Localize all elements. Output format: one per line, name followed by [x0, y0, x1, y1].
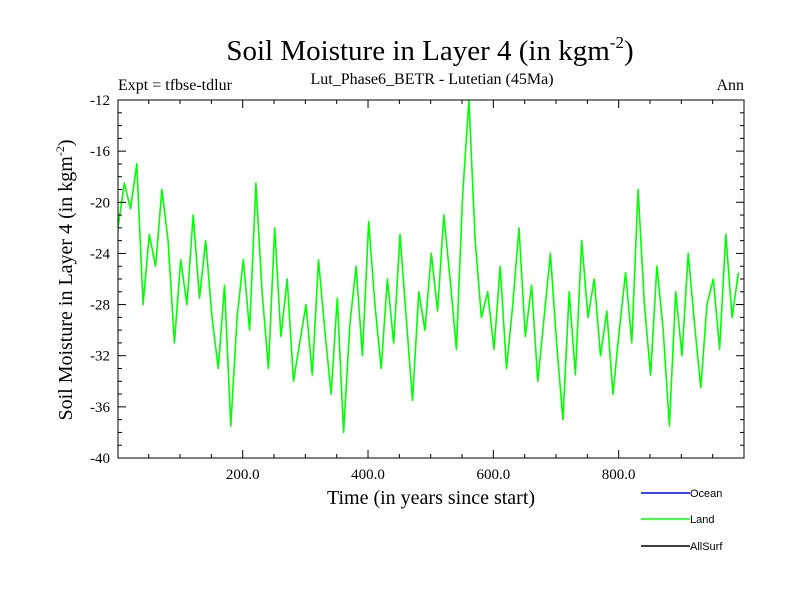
- y-axis-label-group: Soil Moisture in Layer 4 (in kgm-2): [53, 139, 77, 420]
- series-line-land: [118, 100, 740, 434]
- y-axis-label: Soil Moisture in Layer 4 (in kgm-2): [53, 139, 77, 420]
- y-tick-label: -32: [90, 349, 110, 365]
- plot-frame: [117, 99, 745, 459]
- chart-subtitle: Lut_Phase6_BETR - Lutetian (45Ma): [310, 71, 553, 88]
- y-axis-label-text: Soil Moisture in Layer 4 (in kgm: [55, 156, 77, 421]
- axes-layer: 200.0 400.0 600.0 800.0 -40 -36 -32 -28 -24 -20 -1…: [90, 93, 745, 483]
- x-tick-label: 600.0: [476, 467, 510, 483]
- y-tick-label: -20: [90, 195, 110, 211]
- y-tick-label: -24: [90, 246, 110, 262]
- legend-label-land: Land: [690, 514, 714, 526]
- series-layer: [118, 100, 740, 434]
- season-label: Ann: [716, 77, 744, 94]
- chart-title-text: Soil Moisture in Layer 4 (in kgm: [226, 35, 610, 67]
- x-tick-label: 400.0: [351, 467, 385, 483]
- legend-label-allsurf: AllSurf: [690, 541, 723, 553]
- legend-label-ocean: Ocean: [690, 488, 722, 500]
- chart-title: Soil Moisture in Layer 4 (in kgm-2): [226, 33, 633, 67]
- chart-title-close: ): [624, 35, 634, 67]
- y-tick-label: -12: [90, 93, 110, 109]
- y-tick-label: -16: [90, 144, 110, 160]
- legend: Ocean Land AllSurf: [641, 488, 723, 553]
- y-tick-label: -28: [90, 298, 110, 314]
- y-axis-label-close: ): [55, 139, 77, 146]
- y-tick-label: -36: [90, 400, 110, 416]
- chart-title-superscript: -2: [610, 33, 624, 52]
- x-tick-label: 200.0: [226, 467, 260, 483]
- x-axis-label: Time (in years since start): [327, 487, 535, 509]
- x-tick-label: 800.0: [602, 467, 636, 483]
- experiment-label: Expt = tfbse-tdlur: [118, 77, 233, 94]
- y-axis-label-superscript: -2: [53, 146, 67, 156]
- y-tick-label: -40: [90, 451, 110, 467]
